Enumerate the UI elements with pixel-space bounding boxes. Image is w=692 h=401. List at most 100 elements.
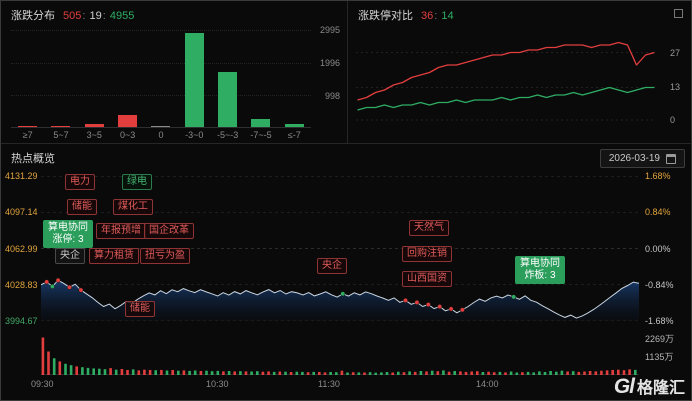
hotspot-tag[interactable]: 年报预增	[96, 223, 146, 239]
hotspot-tag[interactable]: 储能	[67, 199, 97, 215]
volume-bar	[188, 370, 191, 375]
distribution-bars	[11, 27, 311, 128]
panel-limit-compare: 涨跌停对比 36: 14 27 13 0	[348, 1, 691, 144]
y-tick-label: 0	[670, 115, 676, 125]
volume-bar	[171, 370, 174, 375]
volume-bar	[64, 363, 67, 375]
price-axis-label: 4062.99	[5, 244, 38, 254]
volume-bar	[120, 369, 124, 375]
volume-chart[interactable]	[41, 332, 639, 375]
advancers-count: 505	[63, 10, 82, 22]
volume-bar	[58, 361, 62, 375]
volume-bar	[481, 372, 485, 375]
expand-icon[interactable]	[674, 9, 683, 18]
dist-bar	[18, 125, 38, 127]
volume-bar	[363, 372, 366, 375]
dist-bar-slot	[278, 123, 311, 127]
volume-bar	[628, 369, 631, 375]
count-separator: :	[102, 10, 106, 22]
distribution-header: 涨跌分布 505: 19: 4955	[11, 7, 134, 23]
hotspot-tag-label: 山西国资	[407, 273, 447, 284]
dist-bar	[151, 125, 171, 127]
volume-bar	[306, 372, 310, 375]
limit-up-marker	[437, 304, 443, 310]
dist-category-label: -5~-3	[217, 130, 239, 140]
hotspot-tag[interactable]: 煤化工	[113, 199, 153, 215]
limit-compare-title: 涨跌停对比	[358, 10, 413, 22]
hotspot-tag[interactable]: 算力租赁	[89, 248, 139, 264]
y-tick-label: 13	[670, 82, 681, 92]
dist-bar-slot	[211, 71, 244, 127]
hotspot-tag[interactable]: 算电协同 涨停: 3	[43, 220, 93, 248]
intraday-price-chart[interactable]	[40, 176, 640, 321]
hotspot-tag[interactable]: 算电协同 炸板: 3	[515, 256, 565, 284]
time-tick-label: 11:30	[318, 379, 340, 389]
hotspot-tag[interactable]: 电力	[65, 174, 95, 190]
date-picker[interactable]: 2026-03-19	[599, 149, 685, 168]
volume-bar	[47, 351, 50, 375]
volume-bar	[430, 370, 434, 375]
hotspot-tag[interactable]: 绿电	[122, 174, 152, 190]
volume-bar	[566, 371, 569, 375]
distribution-chart[interactable]	[11, 27, 311, 128]
limit-up-marker	[403, 297, 408, 303]
volume-bar	[335, 372, 338, 375]
hotspot-tag[interactable]: 央企	[317, 258, 347, 274]
volume-bar	[182, 370, 186, 375]
volume-bar	[165, 370, 169, 375]
time-tick-label: 14:00	[476, 379, 499, 389]
gridline	[11, 63, 311, 64]
hotspot-tag[interactable]: 山西国资	[402, 271, 452, 287]
hotspot-tag[interactable]: 回购注销	[402, 246, 452, 262]
volume-bar	[408, 371, 411, 375]
volume-bar	[419, 371, 423, 375]
panel-hotspots: 热点概览 2026-03-19 4131.29 4097.14 4062.99 …	[1, 144, 691, 400]
hotspot-tag-label: 扭亏为盈	[145, 250, 185, 261]
volume-bar	[470, 371, 473, 375]
volume-bar	[521, 372, 524, 375]
distribution-title: 涨跌分布	[11, 10, 55, 22]
volume-bar	[447, 371, 451, 375]
hotspot-tag[interactable]: 储能	[125, 301, 155, 317]
dist-bar	[218, 71, 238, 127]
percent-axis-label: 0.00%	[645, 244, 671, 254]
hotspot-tag-label: 算力租赁	[94, 250, 134, 261]
limit-up-marker	[55, 277, 61, 283]
limit-compare-chart[interactable]	[356, 23, 656, 129]
dist-category-label: ≥7	[22, 130, 33, 140]
volume-bar	[222, 371, 225, 375]
hotspot-tag-sublabel: 炸板: 3	[524, 270, 556, 281]
dist-bar-slot	[11, 125, 44, 127]
volume-bar	[368, 372, 372, 375]
volume-bar	[600, 370, 603, 375]
volume-bar	[86, 367, 90, 375]
volume-bar	[380, 372, 383, 375]
volume-bar	[374, 372, 377, 375]
volume-bar	[549, 371, 552, 375]
volume-bar	[261, 371, 265, 375]
limit-up-count: 36	[421, 10, 434, 22]
price-axis-label: 3994.67	[5, 316, 38, 326]
hotspot-tag-label: 算电协同	[520, 258, 560, 269]
hotspot-tag-label: 煤化工	[118, 201, 148, 212]
volume-bar	[284, 371, 287, 375]
limit-up-marker	[414, 299, 420, 305]
dist-category-label: -3~0	[185, 130, 204, 140]
volume-bar	[250, 371, 253, 375]
volume-bar	[634, 369, 637, 375]
volume-bar	[402, 372, 406, 375]
hotspot-tag[interactable]: 天然气	[409, 220, 449, 236]
count-separator: :	[434, 10, 438, 22]
dist-bar-slot	[111, 114, 144, 127]
gridline	[11, 95, 311, 96]
volume-bar	[532, 372, 535, 375]
price-axis-label: 4028.83	[5, 280, 38, 290]
hotspot-tag[interactable]: 央企	[55, 248, 85, 264]
hotspot-tag-label: 回购注销	[407, 248, 447, 259]
hotspot-tag[interactable]: 扭亏为盈	[140, 248, 190, 264]
hotspot-tag-label: 年报预增	[101, 225, 141, 236]
volume-bar	[233, 371, 236, 375]
volume-bar	[205, 370, 208, 375]
gelonghui-watermark: Gl 格隆汇	[614, 374, 685, 399]
hotspot-tag[interactable]: 国企改革	[144, 223, 194, 239]
